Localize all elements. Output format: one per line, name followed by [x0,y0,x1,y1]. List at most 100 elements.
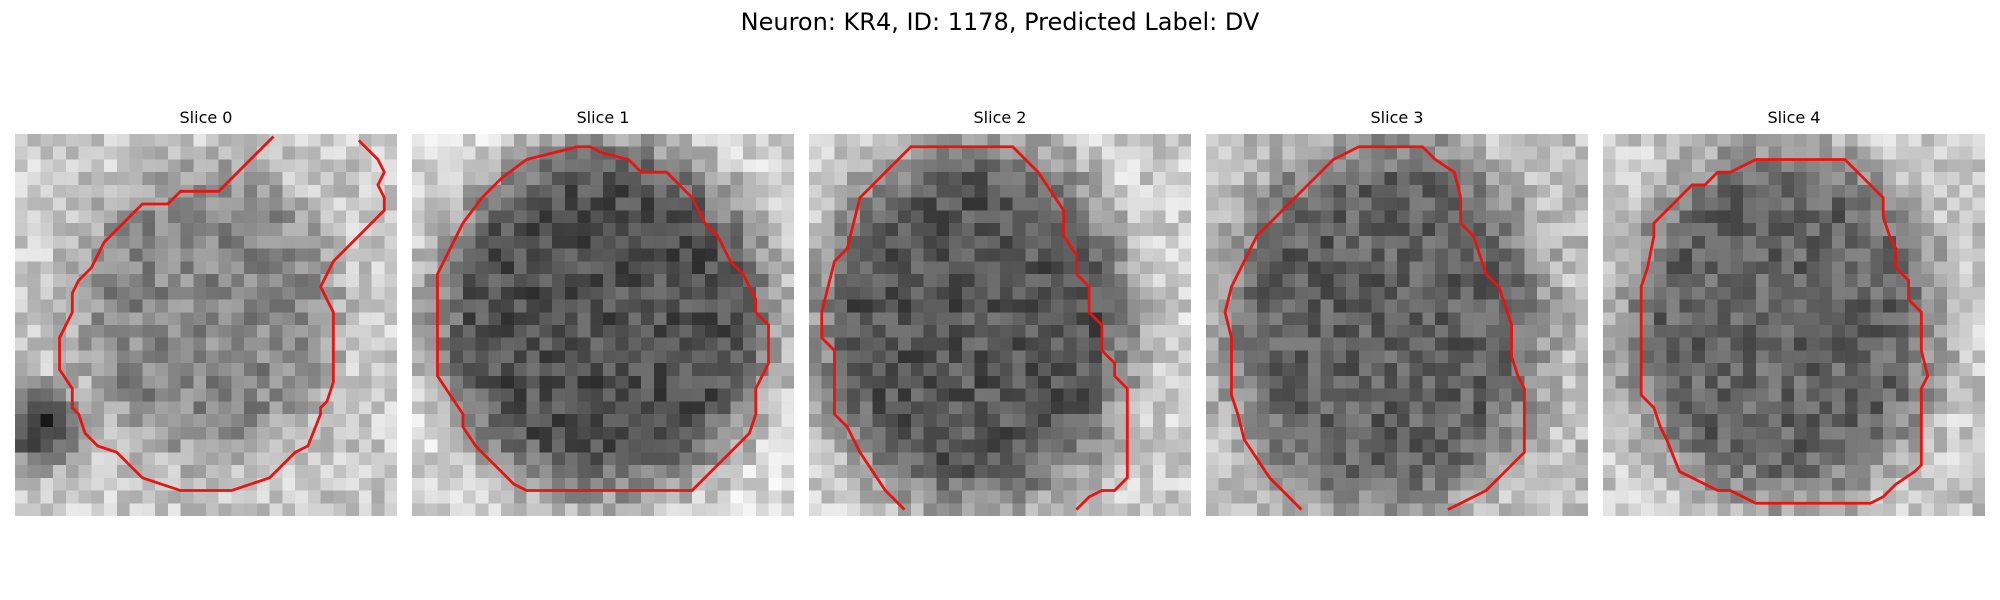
image-pixel [269,312,283,326]
image-pixel [1012,452,1026,466]
image-pixel [1101,363,1115,377]
image-pixel [1857,337,1871,351]
image-pixel [40,312,54,326]
image-pixel [679,490,693,504]
image-pixel [1140,363,1154,377]
image-pixel [91,477,105,491]
image-pixel [1692,325,1706,338]
image-pixel [974,477,988,491]
image-pixel [704,388,718,402]
image-pixel [1704,146,1718,160]
image-pixel [1089,274,1103,288]
image-pixel [1025,134,1039,147]
image-pixel [755,210,769,224]
image-pixel [129,286,143,300]
image-pixel [282,337,296,351]
image-pixel [1346,261,1360,275]
image-pixel [1768,299,1782,313]
image-pixel [885,274,899,288]
image-pixel [961,401,975,415]
image-pixel [244,465,258,479]
image-pixel [936,299,950,313]
image-pixel [961,388,975,402]
image-pixel [666,439,680,453]
image-pixel [1870,414,1884,428]
image-pixel [1908,503,1922,516]
image-pixel [539,363,553,377]
image-pixel [320,210,334,224]
image-pixel [1653,337,1667,351]
image-pixel [768,439,782,453]
image-pixel [730,197,744,211]
image-pixel [1435,337,1449,351]
image-pixel [1282,401,1296,415]
image-pixel [1730,477,1744,491]
image-pixel [1012,172,1026,186]
image-pixel [768,223,782,237]
image-pixel [1063,350,1077,364]
image-pixel [231,350,245,364]
image-pixel [1921,452,1935,466]
image-pixel [269,286,283,300]
image-pixel [371,401,385,415]
image-pixel [1101,465,1115,479]
image-pixel [1562,426,1576,440]
image-pixel [65,325,79,338]
image-pixel [1012,134,1026,147]
image-pixel [116,235,130,249]
image-pixel [1511,490,1525,504]
image-pixel [1152,401,1166,415]
image-pixel [282,439,296,453]
image-pixel [1653,439,1667,453]
image-pixel [526,401,540,415]
image-pixel [539,439,553,453]
image-pixel [679,439,693,453]
image-pixel [1165,134,1179,147]
image-pixel [1498,184,1512,198]
image-pixel [872,401,886,415]
image-pixel [333,159,347,173]
image-pixel [1537,490,1551,504]
image-pixel [781,134,794,147]
image-pixel [526,134,540,147]
image-pixel [1603,388,1616,402]
image-pixel [1768,223,1782,237]
image-pixel [1972,261,1985,275]
image-pixel [1666,414,1680,428]
image-pixel [885,388,899,402]
image-pixel [526,350,540,364]
image-pixel [923,248,937,262]
image-pixel [1447,312,1461,326]
image-pixel [564,477,578,491]
image-pixel [40,439,54,453]
image-pixel [78,477,92,491]
image-pixel [1320,465,1334,479]
image-pixel [358,337,372,351]
image-pixel [1025,490,1039,504]
image-pixel [244,503,258,516]
image-pixel [475,350,489,364]
image-pixel [27,274,41,288]
image-pixel [1692,286,1706,300]
image-pixel [1140,490,1154,504]
image-pixel [1704,274,1718,288]
image-pixel [269,210,283,224]
image-pixel [1000,477,1013,491]
image-pixel [1409,197,1423,211]
image-pixel [1114,363,1128,377]
image-pixel [910,261,924,275]
image-pixel [717,363,731,377]
image-pixel [1397,146,1410,160]
image-pixel [1653,299,1667,313]
image-pixel [295,401,309,415]
image-pixel [1435,363,1449,377]
image-pixel [1038,375,1052,389]
image-pixel [333,172,347,186]
image-pixel [1127,350,1141,364]
image-pixel [1883,146,1897,160]
image-pixel [1946,388,1960,402]
image-pixel [1498,363,1512,377]
image-pixel [1140,286,1154,300]
image-pixel [1231,146,1245,160]
image-pixel [384,299,397,313]
